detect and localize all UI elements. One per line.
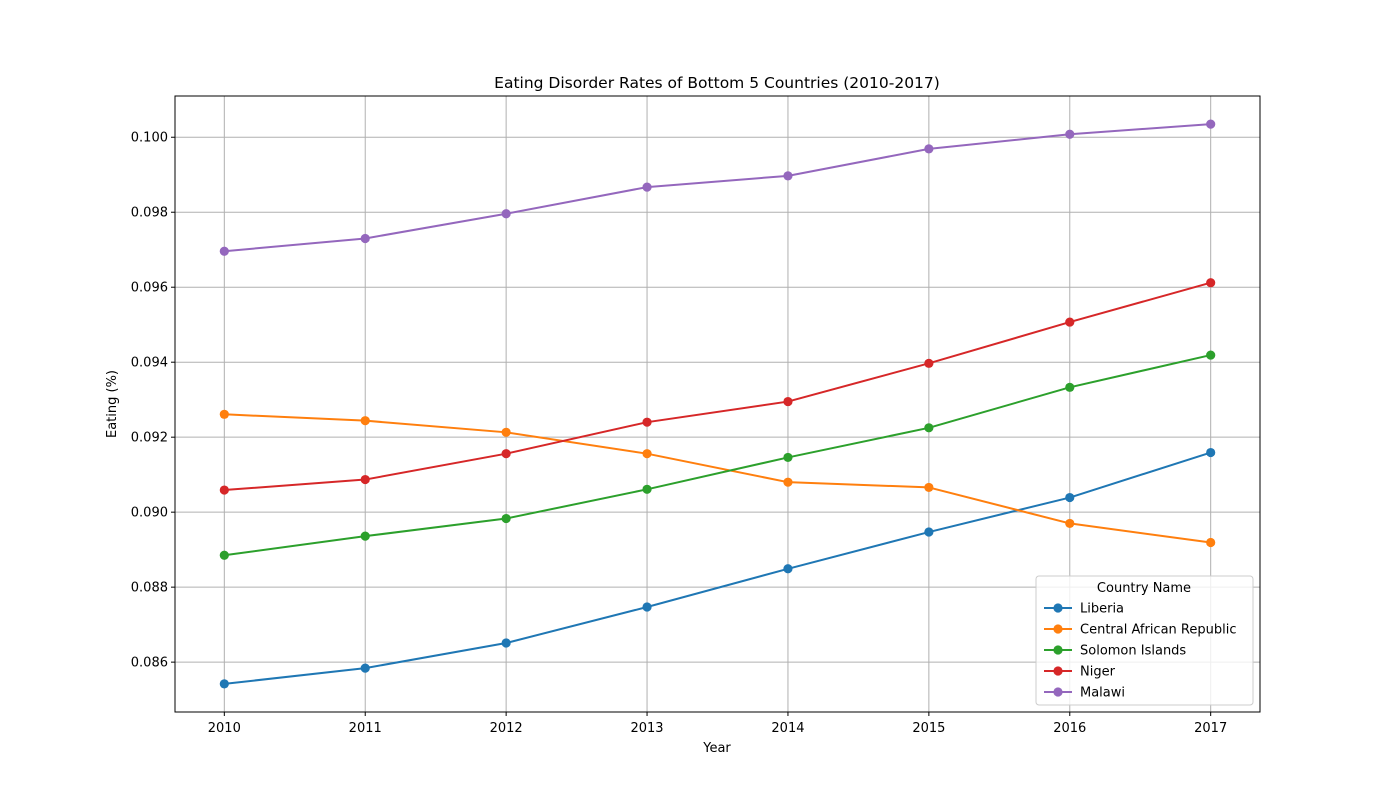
x-tick-label: 2015: [912, 721, 945, 736]
series-malawi: [219, 119, 1216, 256]
x-tick-label: 2014: [771, 721, 804, 736]
y-tick-label: 0.092: [131, 431, 168, 446]
data-point-central-african-republic: [783, 477, 793, 487]
x-tick-label: 2013: [630, 721, 663, 736]
legend-swatch-marker: [1053, 687, 1063, 697]
data-point-malawi: [501, 209, 511, 219]
x-tick-label: 2010: [208, 721, 241, 736]
legend-label: Malawi: [1080, 686, 1125, 701]
legend-item-solomon-islands: Solomon Islands: [1044, 644, 1186, 659]
y-axis-ticks: 0.086 0.088 0.090 0.092 0.094 0.096 0.098 0.100: [131, 131, 175, 671]
legend-item-malawi: Malawi: [1044, 686, 1125, 701]
plot-area-frame: [174, 95, 1261, 713]
data-point-niger: [783, 396, 793, 407]
data-point-central-african-republic: [501, 427, 511, 437]
series-niger: [219, 278, 1216, 495]
data-point-central-african-republic: [1206, 537, 1216, 548]
data-point-liberia: [783, 564, 793, 574]
data-point-central-african-republic: [360, 416, 370, 426]
legend-item-liberia: Liberia: [1044, 602, 1124, 617]
series-line-niger: [223, 281, 1212, 492]
series-solomon-islands: [219, 350, 1216, 560]
legend-box: [1035, 575, 1254, 706]
data-point-central-african-republic: [642, 449, 652, 459]
data-point-niger: [642, 417, 652, 427]
legend: Country Name Liberia Central African Repu…: [1035, 575, 1254, 706]
y-tick-label: 0.096: [131, 281, 168, 296]
data-point-solomon-islands: [1065, 382, 1075, 392]
legend-swatch-marker: [1053, 624, 1063, 634]
x-tick-label: 2016: [1053, 721, 1086, 736]
data-point-niger: [924, 358, 934, 368]
y-tick-label: 0.098: [131, 206, 168, 221]
chart-title: Eating Disorder Rates of Bottom 5 Countr…: [494, 74, 940, 92]
y-tick-label: 0.100: [131, 131, 168, 146]
data-point-niger: [501, 449, 511, 459]
data-point-central-african-republic: [219, 409, 229, 419]
x-tick-label: 2017: [1194, 721, 1227, 736]
data-point-niger: [1206, 278, 1216, 288]
legend-items: Liberia Central African Republic Solomon I…: [1044, 602, 1236, 701]
series-line-liberia: [223, 451, 1212, 685]
x-tick-label: 2011: [349, 721, 382, 736]
series-line-solomon-islands: [223, 354, 1212, 557]
y-axis-label: Eating (%): [105, 370, 120, 438]
data-point-malawi: [360, 233, 370, 244]
data-point-malawi: [642, 182, 652, 192]
series-central-african-republic: [219, 409, 1216, 548]
data-point-malawi: [219, 246, 229, 256]
data-point-liberia: [501, 638, 511, 648]
data-point-solomon-islands: [501, 513, 511, 524]
data-point-liberia: [219, 679, 229, 689]
data-point-liberia: [1065, 492, 1075, 503]
data-point-central-african-republic: [1065, 518, 1075, 529]
data-point-solomon-islands: [783, 452, 793, 463]
series-line-central-african-republic: [223, 413, 1212, 544]
data-point-central-african-republic: [924, 482, 934, 493]
series-line-malawi: [223, 123, 1212, 253]
y-tick-label: 0.086: [131, 656, 168, 671]
data-point-liberia: [642, 602, 652, 612]
data-point-solomon-islands: [219, 550, 229, 560]
data-point-solomon-islands: [642, 484, 652, 494]
legend-label: Liberia: [1080, 602, 1124, 617]
legend-swatch-marker: [1053, 645, 1063, 655]
x-tick-label: 2012: [490, 721, 523, 736]
data-point-niger: [1065, 317, 1075, 327]
data-point-liberia: [1206, 447, 1216, 458]
data-point-liberia: [360, 663, 370, 673]
y-tick-label: 0.090: [131, 506, 168, 521]
data-point-solomon-islands: [924, 423, 934, 433]
data-point-niger: [360, 474, 370, 485]
legend-item-niger: Niger: [1044, 665, 1116, 680]
data-point-malawi: [783, 171, 793, 181]
y-tick-label: 0.088: [131, 581, 168, 596]
series-lines: [219, 119, 1216, 689]
x-axis-ticks: 2010 2011 2012 2013 2014 2015 2016 2017: [208, 712, 1227, 736]
data-point-niger: [219, 485, 229, 495]
legend-swatch-marker: [1053, 603, 1063, 613]
data-point-malawi: [924, 144, 934, 154]
y-tick-label: 0.094: [131, 356, 168, 371]
legend-title: Country Name: [1097, 581, 1191, 596]
data-point-solomon-islands: [360, 531, 370, 541]
data-point-solomon-islands: [1206, 350, 1216, 360]
data-point-malawi: [1206, 119, 1216, 129]
data-point-malawi: [1065, 129, 1075, 139]
data-point-liberia: [924, 527, 934, 537]
legend-label: Central African Republic: [1080, 623, 1236, 638]
legend-label: Niger: [1080, 665, 1116, 680]
series-liberia: [219, 447, 1216, 689]
legend-item-central-african-republic: Central African Republic: [1044, 623, 1236, 638]
legend-swatch-marker: [1053, 666, 1063, 676]
x-axis-label: Year: [702, 741, 731, 756]
legend-label: Solomon Islands: [1080, 644, 1186, 659]
